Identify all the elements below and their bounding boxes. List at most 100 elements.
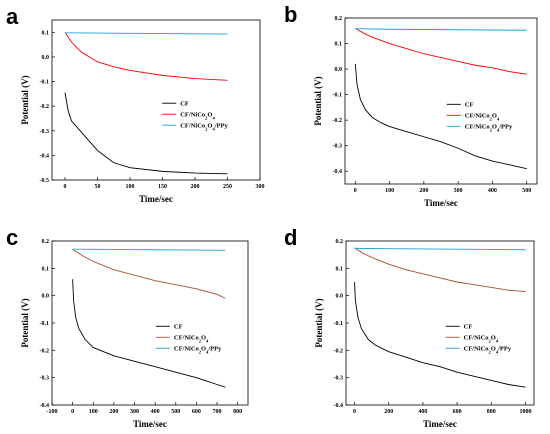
legend-label: CF/NiCo2O4	[464, 334, 499, 343]
plot-frame	[345, 240, 535, 406]
x-tick-label: 0	[71, 409, 74, 415]
legend-label: CF/NiCo2O4/PPy	[174, 345, 222, 354]
series-line-cf-nico2o4	[354, 247, 526, 293]
y-tick-label: 0.1	[42, 30, 50, 36]
x-tick-label: 400	[418, 409, 427, 415]
y-tick-label: -0.4	[333, 169, 343, 175]
x-tick-label: 300	[454, 188, 463, 194]
y-tick-label: 0.0	[335, 67, 343, 73]
y-tick-label: 0.2	[42, 239, 50, 245]
y-tick-label: -0.4	[40, 403, 50, 409]
chart-panel-c: c -100 0 100 200 300 400 500 600 700 800 -0.4 -0.3 -0…	[6, 225, 249, 429]
y-axis-label: Potential (V)	[313, 76, 323, 125]
y-tick-label: -0.3	[40, 376, 50, 382]
y-tick-label: -0.1	[333, 93, 343, 99]
legend-label: CF	[465, 102, 474, 109]
y-tick-label: -0.2	[40, 104, 50, 110]
x-tick-label: 400	[151, 409, 160, 415]
legend-label: CF/NiCo2O4/PPy	[464, 345, 512, 354]
x-axis-label: Time/sec	[423, 419, 457, 429]
x-axis-label: Time/sec	[139, 194, 173, 204]
x-tick-label: 100	[89, 409, 98, 415]
x-tick-label: 600	[192, 409, 201, 415]
y-axis-label: Potential (V)	[20, 298, 30, 347]
x-tick-label: 800	[487, 409, 496, 415]
series-line-cf-nico2o4-ppy	[64, 32, 228, 35]
x-tick-label: 0	[64, 184, 67, 190]
legend-label: CF	[180, 100, 189, 107]
x-tick-label: 800	[233, 409, 242, 415]
y-tick-label: 0.0	[42, 55, 50, 61]
y-axis-label: Potential (V)	[20, 75, 30, 124]
legend-label: CF/NiCo2O4/PPy	[180, 122, 228, 130]
legend-label: CF	[464, 323, 473, 330]
x-tick-label: 200	[109, 409, 118, 415]
x-tick-label: 100	[385, 188, 394, 194]
series-line-cf-nico2o4	[72, 248, 226, 299]
y-tick-label: -0.2	[334, 348, 344, 354]
panel-letter: d	[284, 225, 297, 250]
series-line-cf	[72, 279, 226, 388]
panel-letter: c	[6, 225, 18, 250]
series-line-cf-nico2o4-ppy	[354, 247, 526, 251]
y-tick-label: 0.0	[42, 294, 50, 300]
plot-frame	[51, 240, 249, 406]
x-tick-label: -100	[47, 409, 58, 415]
y-tick-label: -0.3	[334, 376, 344, 382]
plot-frame	[51, 19, 261, 181]
y-tick-label: 0.1	[335, 42, 343, 48]
panel-letter: a	[6, 4, 19, 29]
x-tick-label: 600	[453, 409, 462, 415]
x-tick-label: 300	[130, 409, 139, 415]
y-tick-label: -0.2	[333, 118, 343, 124]
series-line-cf-nico2o4-ppy	[355, 28, 527, 31]
series-line-cf	[354, 63, 527, 170]
x-tick-label: 700	[213, 409, 222, 415]
plot-frame	[344, 17, 538, 185]
series-line-cf-nico2o4	[355, 27, 527, 75]
chart-panel-a: a 0 50 100 150 200 250 300 -0.5 -0.4 -0.3 -0.2 -0.1 0…	[6, 4, 265, 204]
y-tick-label: -0.5	[40, 178, 50, 184]
x-tick-label: 300	[256, 184, 265, 190]
x-tick-label: 150	[158, 184, 167, 190]
y-tick-label: -0.3	[40, 129, 50, 135]
x-tick-label: 100	[126, 184, 135, 190]
y-tick-label: 0.1	[42, 266, 50, 272]
y-tick-label: 0.0	[336, 294, 344, 300]
x-axis-label: Time/sec	[424, 198, 458, 208]
y-axis-label: Potential (V)	[314, 298, 324, 347]
x-tick-label: 0	[353, 409, 356, 415]
legend-label: CF/NiCo2O4	[465, 113, 500, 122]
chart-panel-d: d 0 200 400 600 800 1000 -0.4 -0.3 -0.2 -0.1 0.0 0.1…	[284, 225, 535, 429]
x-tick-label: 500	[171, 409, 180, 415]
x-tick-label: 500	[522, 188, 531, 194]
series-line-cf-nico2o4-ppy	[72, 248, 226, 251]
y-tick-label: -0.1	[40, 80, 50, 86]
legend-label: CF	[174, 323, 183, 330]
series-line-cf-nico2o4	[64, 32, 228, 81]
legend-label: CF/NiCo2O4	[180, 111, 215, 120]
x-tick-label: 0	[354, 188, 357, 194]
y-tick-label: -0.4	[334, 403, 344, 409]
y-tick-label: 0.2	[336, 239, 344, 245]
x-tick-label: 400	[488, 188, 497, 194]
y-tick-label: 0.2	[335, 16, 343, 22]
series-line-cf	[64, 92, 228, 175]
series-line-cf	[354, 281, 526, 388]
y-tick-label: -0.4	[40, 153, 50, 159]
panel-letter: b	[284, 2, 297, 27]
legend-label: CF/NiCo2O4/PPy	[465, 124, 513, 133]
x-tick-label: 200	[191, 184, 200, 190]
y-tick-label: -0.1	[40, 321, 50, 327]
y-tick-label: -0.1	[334, 321, 344, 327]
x-tick-label: 1000	[519, 409, 531, 415]
x-tick-label: 50	[95, 184, 101, 190]
y-tick-label: -0.2	[40, 348, 50, 354]
x-tick-label: 200	[384, 409, 393, 415]
chart-panel-b: b 0 100 200 300 400 500 -0.4 -0.3 -0.2 -0.1 0.0 0.1 0…	[284, 2, 538, 208]
x-tick-label: 200	[419, 188, 428, 194]
legend-label: CF/NiCo2O4	[174, 334, 209, 343]
x-tick-label: 250	[223, 184, 232, 190]
x-axis-label: Time/sec	[133, 419, 167, 429]
